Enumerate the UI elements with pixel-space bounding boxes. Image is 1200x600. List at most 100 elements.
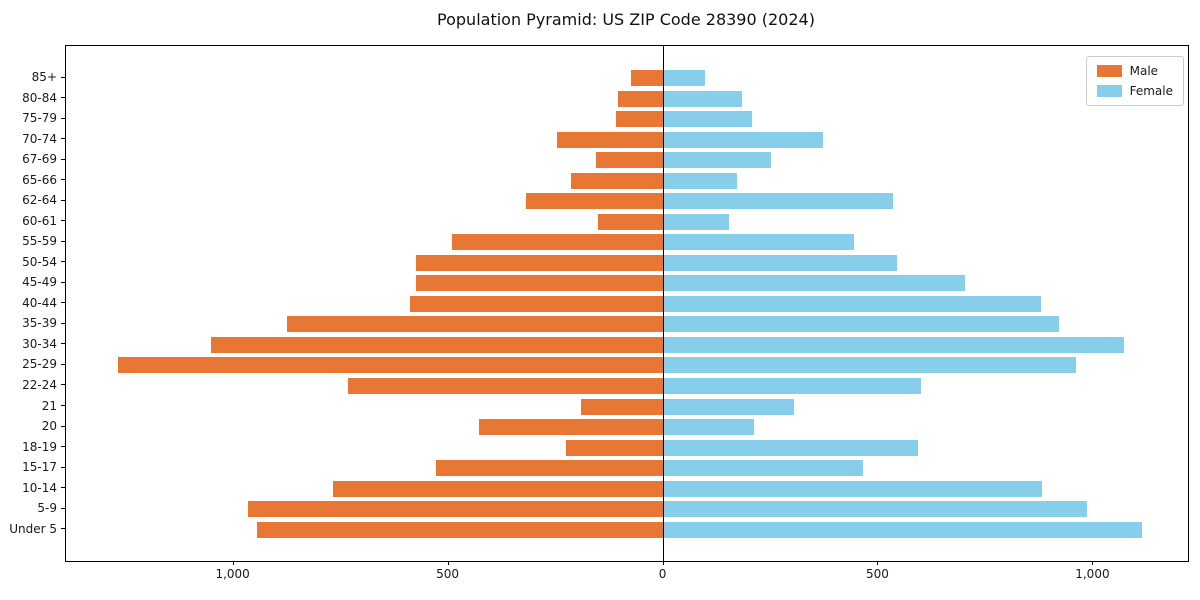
male-bar-cell	[66, 273, 664, 294]
female-bar	[663, 521, 1142, 538]
y-tick-mark	[61, 487, 65, 489]
male-bar	[415, 254, 664, 271]
bar-row	[66, 273, 1188, 294]
y-tick-mark	[61, 158, 65, 160]
y-tick-label: 85+	[31, 70, 57, 85]
y-tick-row	[61, 354, 65, 375]
y-tick-mark	[61, 343, 65, 345]
female-bar-cell	[663, 130, 1188, 151]
y-tick-mark	[61, 507, 65, 509]
y-tick-label: 10-14	[22, 480, 57, 495]
y-tick-mark	[61, 220, 65, 222]
y-tick-mark	[61, 138, 65, 140]
female-bar	[663, 480, 1043, 497]
male-bar-cell	[66, 253, 664, 274]
y-tick-row	[61, 313, 65, 334]
y-tick-label: 40-44	[22, 295, 57, 310]
y-tick-mark	[61, 199, 65, 201]
y-tick-label: 25-29	[22, 357, 57, 372]
male-bar-cell	[66, 314, 664, 335]
female-bar-cell	[663, 519, 1188, 540]
y-tick-label: 18-19	[22, 439, 57, 454]
y-tick-row	[61, 190, 65, 211]
y-tick-label: 21	[41, 398, 57, 413]
female-bar-cell	[663, 68, 1188, 89]
male-bar-cell	[66, 232, 664, 253]
male-bar	[616, 111, 664, 128]
x-tick-mark	[232, 561, 234, 565]
female-bar	[663, 357, 1077, 374]
bar-row	[66, 417, 1188, 438]
female-bar	[663, 336, 1124, 353]
bar-row	[66, 232, 1188, 253]
y-tick-mark	[61, 363, 65, 365]
y-tick-mark	[61, 179, 65, 181]
female-bar-cell	[663, 253, 1188, 274]
y-tick-label: 5-9	[37, 501, 57, 516]
x-tick-mark	[447, 561, 449, 565]
male-bar	[581, 398, 664, 415]
y-tick-mark	[61, 405, 65, 406]
male-bar	[478, 419, 664, 436]
bar-row	[66, 130, 1188, 151]
y-tick-row	[61, 334, 65, 355]
female-bar	[663, 460, 864, 477]
bar-row	[66, 314, 1188, 335]
bar-row	[66, 253, 1188, 274]
male-bar	[526, 193, 664, 210]
y-tick-mark	[61, 97, 65, 99]
y-axis-labels: 85+ 80-84 75-79 70-74 67-69 65-66 62-64 60-61 55…	[0, 67, 57, 539]
female-bar	[663, 377, 922, 394]
female-bar-cell	[663, 294, 1188, 315]
y-tick-row	[61, 231, 65, 252]
y-tick-mark	[61, 117, 65, 119]
y-tick-label: Under 5	[9, 521, 57, 536]
y-tick-mark	[61, 322, 65, 324]
bar-row	[66, 396, 1188, 417]
male-bar	[211, 336, 664, 353]
bar-row	[66, 437, 1188, 458]
female-bar-cell	[663, 478, 1188, 499]
female-bar-cell	[663, 150, 1188, 171]
male-bar-cell	[66, 109, 664, 130]
y-tick-label: 75-79	[22, 111, 57, 126]
female-bar	[663, 501, 1087, 518]
y-tick-row	[61, 88, 65, 109]
y-tick-row	[61, 293, 65, 314]
male-bar-cell	[66, 150, 664, 171]
y-tick-mark	[61, 528, 65, 530]
male-bar	[348, 377, 664, 394]
male-bar-cell	[66, 499, 664, 520]
female-bar	[663, 90, 743, 107]
bar-row	[66, 171, 1188, 192]
x-tick-mark	[662, 561, 664, 565]
y-tick-label: 80-84	[22, 90, 57, 105]
y-tick-row	[61, 272, 65, 293]
male-bar	[410, 295, 664, 312]
zero-axis-line	[662, 46, 665, 561]
male-bar-cell	[66, 417, 664, 438]
x-tick-label: 0	[658, 567, 667, 581]
female-bar	[663, 193, 894, 210]
y-tick-row	[61, 129, 65, 150]
bar-row	[66, 191, 1188, 212]
male-bar	[631, 70, 664, 87]
x-tick-label: 1,000	[215, 567, 250, 581]
male-bar-cell	[66, 130, 664, 151]
chart-title: Population Pyramid: US ZIP Code 28390 (2…	[437, 10, 815, 29]
plot-area: Male Female	[65, 45, 1189, 562]
y-tick-row	[61, 518, 65, 539]
y-tick-mark	[61, 261, 65, 263]
male-bar-cell	[66, 89, 664, 110]
male-bar	[332, 480, 664, 497]
y-tick-row	[61, 395, 65, 416]
female-bar	[663, 70, 705, 87]
legend: Male Female	[1085, 56, 1184, 106]
male-bar-cell	[66, 519, 664, 540]
female-bar	[663, 213, 729, 230]
y-tick-label: 45-49	[22, 275, 57, 290]
legend-male-label: Male	[1129, 64, 1159, 78]
male-bar	[247, 501, 664, 518]
female-bar	[663, 419, 754, 436]
y-tick-mark	[61, 76, 65, 78]
